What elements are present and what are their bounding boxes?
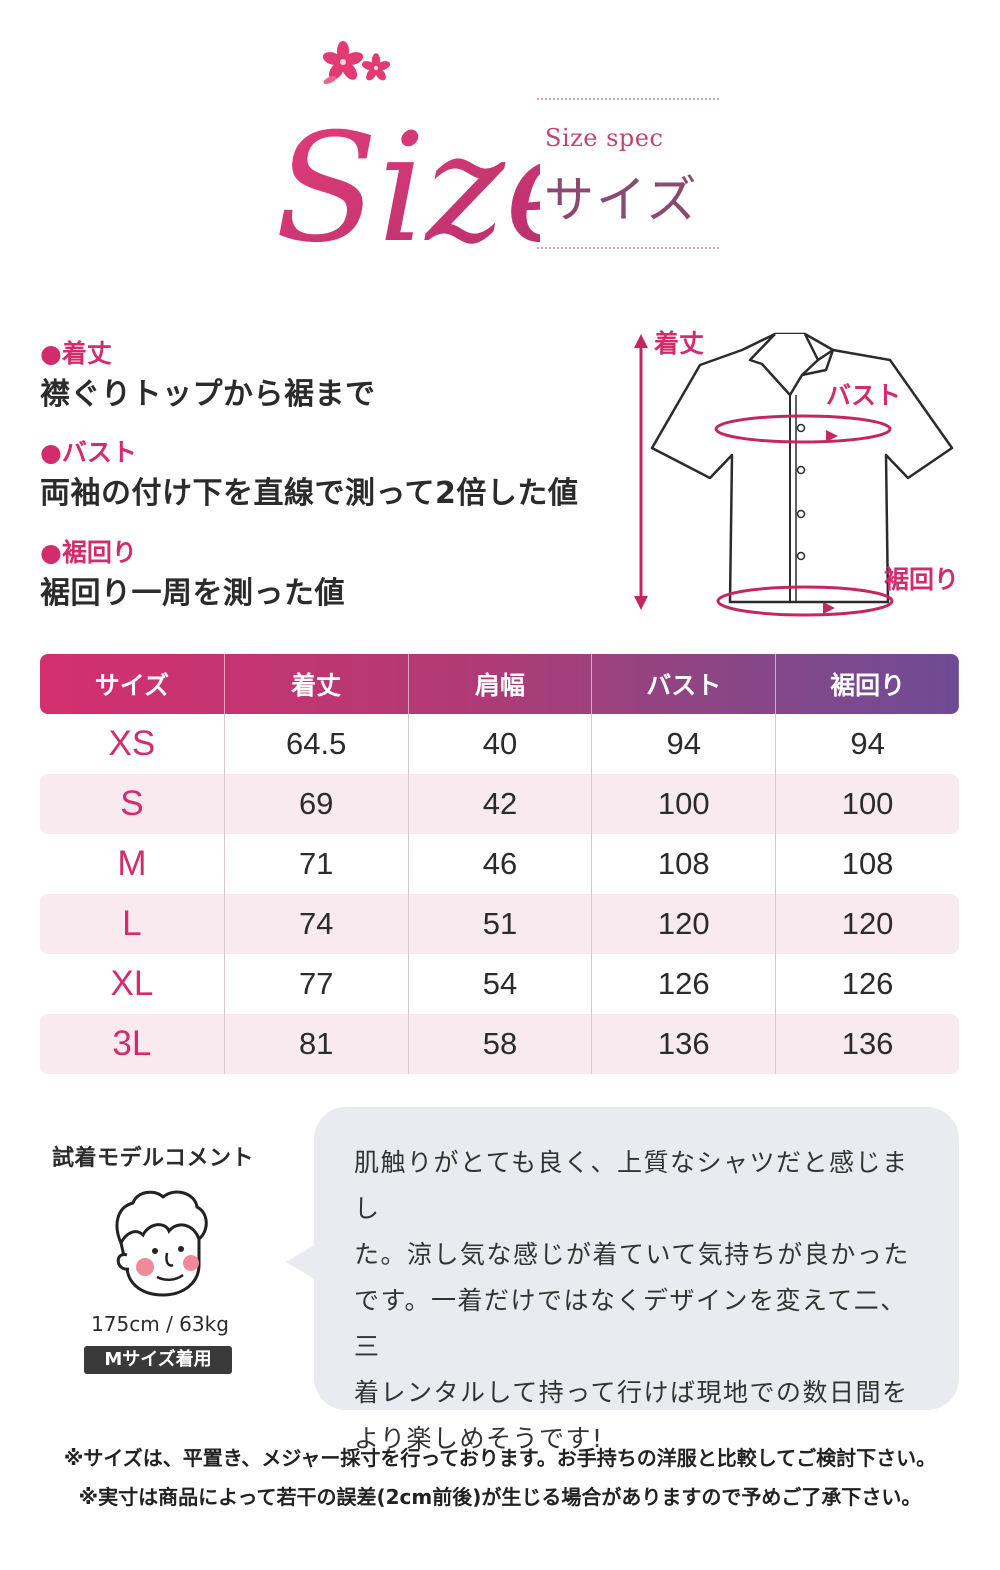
table-cell: 51 [407, 894, 592, 954]
table-cell: 94 [591, 714, 775, 774]
comment-line: 着レンタルして持って行けば現地での数日間を [354, 1378, 909, 1407]
definition-hem-label: ●裾回り [40, 538, 137, 567]
diagram-hem-label: 裾回り [884, 565, 960, 594]
table-cell: 126 [775, 954, 959, 1014]
table-cell: 100 [775, 774, 959, 834]
comment-line: 肌触りがとても良く、上質なシャツだと感じまし [354, 1148, 909, 1223]
table-cell: 81 [223, 1014, 408, 1074]
table-cell: 71 [223, 834, 408, 894]
model-size-badge: Mサイズ着用 [84, 1346, 232, 1374]
table-cell: 94 [775, 714, 959, 774]
model-height-weight: 175cm / 63kg [91, 1312, 229, 1336]
note-measurement: ※サイズは、平置き、メジャー採寸を行っております。お手持ちの洋服と比較してご検討… [63, 1446, 937, 1470]
comment-bubble-tail [286, 1244, 316, 1280]
model-comment-title: 試着モデルコメント [52, 1146, 255, 1171]
shirt-diagram-icon [634, 332, 954, 617]
table-cell: 58 [407, 1014, 592, 1074]
definition-hem-text: 裾回り一周を測った値 [40, 576, 345, 611]
comment-line: です。一着だけではなくデザインを変えて二、三 [354, 1286, 907, 1361]
hibiscus-flower-icon [322, 41, 391, 85]
size-jp-title: サイズ [544, 171, 699, 229]
size-label: XS [108, 724, 156, 763]
table-cell: 120 [775, 894, 959, 954]
table-cell: 54 [407, 954, 592, 1014]
table-cell: 126 [591, 954, 775, 1014]
definition-bust-text: 両袖の付け下を直線で測って2倍した値 [40, 476, 579, 511]
size-label: XL [110, 964, 154, 1003]
table-row: XL 77 54 126 126 [40, 954, 959, 1014]
table-cell: 69 [223, 774, 408, 834]
table-row: S 69 42 100 100 [40, 774, 959, 834]
comment-line: た。涼し気な感じが着ていて気持ちが良かった [354, 1240, 910, 1269]
size-label: M [117, 844, 147, 883]
comment-line: より楽しめそうです! [354, 1424, 604, 1453]
table-cell: 40 [407, 714, 592, 774]
table-row: XS 64.5 40 94 94 [40, 714, 959, 774]
header-length: 着丈 [223, 654, 408, 714]
size-label: S [40, 774, 224, 834]
comment-bubble [314, 1107, 959, 1410]
size-table: サイズ 着丈 肩幅 バスト 裾回り XS 64.5 40 94 94 S 69 … [40, 654, 959, 1074]
table-row: M 71 46 108 108 [40, 834, 959, 894]
header-size: サイズ [94, 671, 170, 700]
definition-length-label: ●着丈 [40, 339, 112, 368]
header-bottom-dotted-line [537, 247, 719, 249]
svg-text:Size: Size [275, 102, 540, 276]
size-spec-subtitle: Size spec [545, 124, 664, 152]
header-top-dotted-line [537, 98, 719, 100]
table-cell: 42 [407, 774, 592, 834]
header-bust: バスト [591, 654, 775, 714]
model-comment-text: 肌触りがとても良く、上質なシャツだと感じまし た。涼し気な感じが着ていて気持ちが… [354, 1140, 929, 1462]
header-shoulder: 肩幅 [407, 654, 592, 714]
table-cell: 77 [223, 954, 408, 1014]
definition-bust-label: ●バスト [40, 438, 137, 467]
size-script-logo: Size [275, 102, 540, 276]
shirt-diagram: 着丈 バスト 裾回り [630, 320, 975, 630]
table-cell: 136 [591, 1014, 776, 1074]
header-hem: 裾回り [775, 654, 959, 714]
diagram-bust-label: バスト [826, 381, 902, 410]
model-face-icon [115, 1190, 208, 1297]
table-row: L 74 51 120 120 [40, 894, 959, 954]
note-tolerance: ※実寸は商品によって若干の誤差(2cm前後)が生じる場合がありますので予めご了承… [78, 1485, 922, 1509]
table-cell: 108 [591, 834, 775, 894]
size-label: L [40, 894, 224, 954]
definition-length-text: 襟ぐりトップから裾まで [40, 377, 376, 412]
table-cell: 74 [223, 894, 408, 954]
table-cell: 64.5 [223, 714, 408, 774]
table-cell: 120 [591, 894, 776, 954]
table-cell: 108 [775, 834, 959, 894]
table-cell: 100 [591, 774, 776, 834]
diagram-length-label: 着丈 [654, 329, 705, 358]
size-table-header-row: サイズ 着丈 肩幅 バスト 裾回り [40, 654, 959, 714]
table-cell: 46 [407, 834, 592, 894]
table-cell: 136 [775, 1014, 959, 1074]
size-label: 3L [40, 1014, 224, 1074]
table-row: 3L 81 58 136 136 [40, 1014, 959, 1074]
